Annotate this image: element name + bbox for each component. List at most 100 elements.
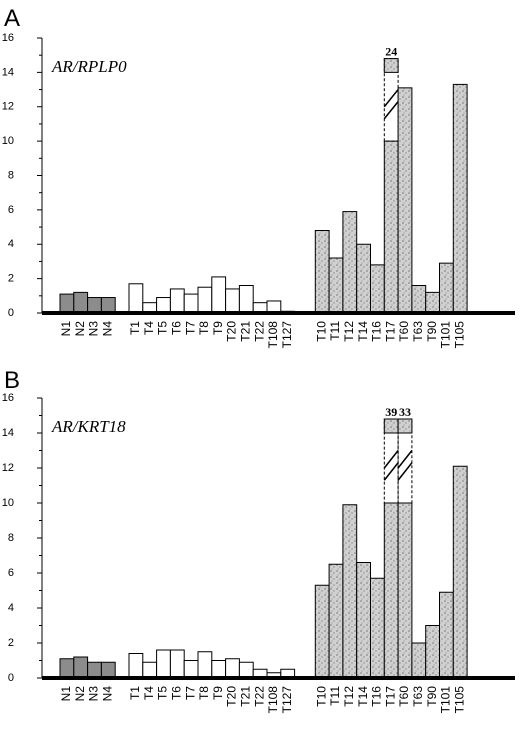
bar bbox=[169, 288, 185, 314]
bar bbox=[314, 584, 330, 679]
break-mark bbox=[397, 450, 413, 469]
x-tick-label: T90 bbox=[425, 321, 439, 342]
bar bbox=[142, 661, 158, 679]
y-tick-label: 2 bbox=[8, 273, 14, 285]
bar bbox=[314, 230, 330, 314]
x-tick-label: T8 bbox=[197, 321, 211, 335]
bar bbox=[328, 563, 344, 679]
x-tick-label: T7 bbox=[183, 321, 197, 335]
bar bbox=[356, 243, 372, 314]
bar bbox=[211, 660, 227, 679]
bar bbox=[197, 286, 213, 314]
x-tick-label: T10 bbox=[314, 686, 328, 707]
bar bbox=[411, 285, 427, 314]
panel-title: AR/KRT18 bbox=[51, 417, 126, 436]
x-tick-label: T60 bbox=[397, 686, 411, 707]
x-tick-label: N4 bbox=[100, 686, 114, 702]
x-tick-label: N3 bbox=[87, 686, 101, 702]
x-tick-label: T108 bbox=[266, 321, 280, 349]
x-tick-label: T4 bbox=[142, 686, 156, 700]
value-label: 39 bbox=[385, 405, 397, 419]
panel-letter: B bbox=[4, 367, 20, 394]
bar bbox=[73, 291, 89, 314]
x-tick-label: T1 bbox=[128, 321, 142, 335]
bar bbox=[238, 285, 254, 314]
x-tick-label: N4 bbox=[100, 321, 114, 337]
bar bbox=[156, 297, 171, 314]
x-tick-label: T11 bbox=[328, 686, 342, 706]
bar bbox=[397, 87, 413, 314]
bar bbox=[425, 291, 441, 314]
y-tick-label: 8 bbox=[8, 532, 14, 544]
x-tick-label: T4 bbox=[142, 321, 156, 335]
bar bbox=[342, 504, 358, 679]
bar bbox=[342, 211, 358, 314]
x-tick-label: T5 bbox=[156, 321, 170, 335]
bar bbox=[225, 658, 240, 679]
x-tick-label: T22 bbox=[252, 321, 266, 342]
y-tick-label: 14 bbox=[2, 427, 14, 439]
bar bbox=[383, 140, 399, 314]
break-mark bbox=[383, 450, 399, 469]
break-mark bbox=[383, 101, 399, 120]
x-tick-label: T63 bbox=[411, 321, 425, 342]
x-tick-label: N2 bbox=[73, 686, 87, 702]
x-tick-label: T127 bbox=[280, 686, 294, 714]
bar bbox=[87, 661, 102, 679]
value-label: 24 bbox=[385, 45, 397, 59]
x-tick-label: N3 bbox=[87, 321, 101, 337]
panel-title: AR/RPLP0 bbox=[51, 57, 127, 76]
y-tick-label: 10 bbox=[2, 497, 14, 509]
broken-bar bbox=[383, 58, 399, 314]
x-tick-label: T105 bbox=[452, 321, 466, 349]
x-tick-label: T6 bbox=[169, 686, 183, 700]
bar bbox=[73, 656, 89, 679]
bar bbox=[383, 502, 399, 679]
bar bbox=[100, 661, 116, 679]
y-tick-label: 0 bbox=[8, 672, 14, 684]
x-tick-label: T5 bbox=[156, 686, 170, 700]
x-tick-label: N1 bbox=[59, 686, 73, 702]
x-tick-label: T11 bbox=[328, 321, 342, 341]
y-tick-label: 16 bbox=[2, 392, 14, 404]
x-tick-label: T63 bbox=[411, 686, 425, 707]
bar bbox=[211, 276, 227, 314]
panel-letter: A bbox=[4, 5, 20, 32]
bar bbox=[169, 649, 185, 679]
broken-bar bbox=[397, 418, 413, 679]
y-tick-label: 4 bbox=[8, 238, 14, 250]
bar bbox=[452, 83, 468, 314]
x-tick-label: T105 bbox=[452, 686, 466, 714]
x-tick-label: T8 bbox=[197, 686, 211, 700]
bar bbox=[425, 625, 441, 679]
bar bbox=[225, 288, 240, 314]
x-tick-label: T12 bbox=[342, 686, 356, 707]
x-tick-label: T127 bbox=[280, 321, 294, 349]
x-tick-label: T9 bbox=[211, 686, 225, 700]
x-tick-label: T22 bbox=[252, 686, 266, 707]
bar bbox=[238, 661, 254, 679]
x-tick-label: T16 bbox=[370, 321, 384, 342]
bar bbox=[59, 658, 75, 679]
x-tick-label: T17 bbox=[383, 321, 397, 342]
bar bbox=[100, 297, 116, 314]
x-tick-label: T90 bbox=[425, 686, 439, 707]
x-tick-label: T14 bbox=[356, 686, 370, 707]
x-tick-label: T17 bbox=[383, 686, 397, 707]
break-mark bbox=[383, 89, 399, 108]
x-tick-label: T9 bbox=[211, 321, 225, 335]
bar bbox=[452, 465, 468, 679]
bar-cap bbox=[383, 418, 399, 434]
bar bbox=[87, 297, 102, 314]
y-tick-label: 2 bbox=[8, 637, 14, 649]
bar bbox=[183, 660, 199, 679]
value-label: 33 bbox=[399, 405, 411, 419]
x-tick-label: T101 bbox=[439, 686, 453, 714]
y-tick-label: 4 bbox=[8, 602, 14, 614]
bar bbox=[328, 257, 344, 314]
x-tick-label: T10 bbox=[314, 321, 328, 342]
y-tick-label: 6 bbox=[8, 204, 14, 216]
bar bbox=[156, 649, 171, 679]
x-tick-label: T108 bbox=[266, 686, 280, 714]
y-tick-label: 8 bbox=[8, 169, 14, 181]
